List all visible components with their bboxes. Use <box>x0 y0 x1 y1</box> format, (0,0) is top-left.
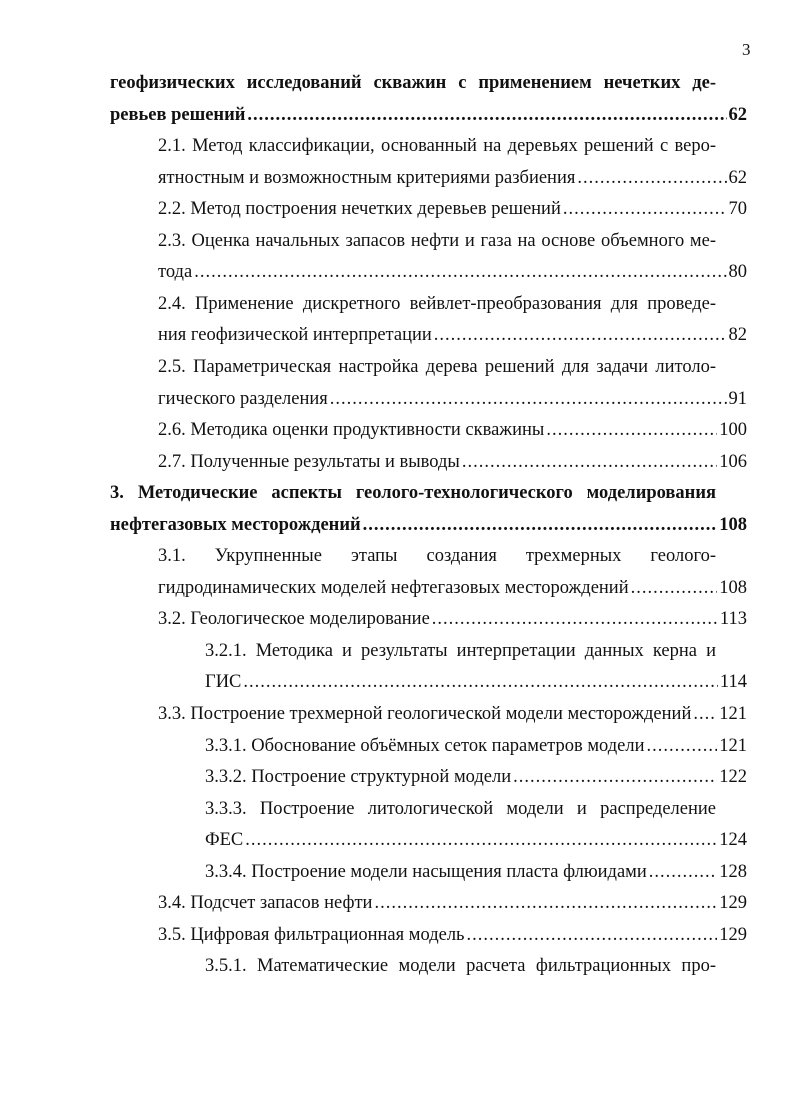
toc-entry-line-with-page: ния геофизической интерпретации 82 <box>158 320 747 352</box>
toc-entry-text: 2.5. Параметрическая настройка дерева ре… <box>158 356 716 377</box>
dot-leader <box>247 100 726 132</box>
toc-entry-text: 3.3. Построение трехмерной геологической… <box>158 704 692 724</box>
dot-leader <box>577 163 726 195</box>
toc-entry-text: 3.3.4. Построение модели насыщения пласт… <box>205 861 647 882</box>
toc-entry-text: 3.2.1. Методика и результаты интерпретац… <box>205 640 716 661</box>
toc-page-number: 106 <box>719 451 747 472</box>
dot-leader <box>243 667 718 699</box>
toc-page-number: 122 <box>719 767 747 788</box>
dot-leader <box>693 699 717 731</box>
toc-entry-text: 2.4. Применение дискретного вейвлет-прео… <box>158 293 716 314</box>
dot-leader <box>467 920 718 952</box>
toc-entry-text: ГИС <box>205 672 242 693</box>
toc-entry-text: 3. Методические аспекты геолого-технолог… <box>110 483 716 504</box>
toc-entry-line-with-page: 3.4. Подсчет запасов нефти 129 <box>158 888 747 920</box>
dot-leader <box>434 320 727 352</box>
toc-entry-text: ревьев решений <box>110 104 246 125</box>
toc-entry-text: 2.2. Метод построения нечетких деревьев … <box>158 199 561 220</box>
toc-entry-line-with-page: нефтегазовых месторождений 108 <box>110 510 747 542</box>
toc-entry-line-with-page: 3.5. Цифровая фильтрационная модель 129 <box>158 920 747 952</box>
toc-page-number: 91 <box>728 388 748 409</box>
toc-entry-text: 3.2. Геологическое моделирование <box>158 609 430 630</box>
dot-leader <box>563 194 727 226</box>
toc-entry-text: гидродинамических моделей нефтегазовых м… <box>158 577 629 598</box>
toc-page-number: 121 <box>719 704 747 724</box>
toc-entry-text: 2.7. Полученные результаты и выводы <box>158 451 460 472</box>
toc-entry-line-with-page: ревьев решений 62 <box>110 100 747 132</box>
dot-leader <box>631 573 718 605</box>
toc-entry-line-with-page: гидродинамических моделей нефтегазовых м… <box>158 573 747 605</box>
toc-entry-text: 3.1. Укрупненные этапы создания трехмерн… <box>158 546 716 567</box>
toc-entry-text: геофизических исследований скважин с при… <box>110 73 716 93</box>
toc-entry-line-with-page: ятностным и возможностным критериями раз… <box>158 163 747 195</box>
toc-entry-line-with-page: 3.3.4. Построение модели насыщения пласт… <box>205 857 747 889</box>
toc-entry-line-with-page: 3.3.1. Обоснование объёмных сеток параме… <box>205 731 747 763</box>
toc-entry-line-with-page: 2.7. Полученные результаты и выводы 106 <box>158 447 747 479</box>
toc-entry-text: нефтегазовых месторождений <box>110 514 361 535</box>
toc-page-number: 62 <box>728 104 748 125</box>
toc-page-number: 100 <box>719 420 747 441</box>
toc-page-number: 114 <box>719 672 747 693</box>
dot-leader <box>194 257 726 289</box>
toc-page-number: 108 <box>719 514 747 535</box>
toc-entry-text: 3.3.3. Построение литологической модели … <box>205 798 716 819</box>
dot-leader <box>432 604 718 636</box>
toc-entry-text: 3.5.1. Математические модели расчета фил… <box>205 956 716 977</box>
toc-page-number: 80 <box>728 262 748 283</box>
toc-entry-text: ния геофизической интерпретации <box>158 325 432 346</box>
toc-page-number: 82 <box>728 325 748 346</box>
dot-leader <box>245 825 717 857</box>
dot-leader <box>649 857 717 889</box>
toc-entry-text: 3.5. Цифровая фильтрационная модель <box>158 924 465 945</box>
toc-entry-text: 3.3.2. Построение структурной модели <box>205 767 512 788</box>
toc-entry-line-with-page: ГИС 114 <box>205 667 747 699</box>
toc-entry-line-with-page: 3.3.2. Построение структурной модели 122 <box>205 762 747 794</box>
dot-leader <box>647 731 718 763</box>
toc-page-number: 121 <box>719 735 747 756</box>
toc-entry-line-with-page: 2.6. Методика оценки продуктивности сква… <box>158 415 747 447</box>
toc-entry-text: 2.1. Метод классификации, основанный на … <box>158 136 716 157</box>
page-number: 3 <box>742 40 751 59</box>
dot-leader <box>462 447 717 479</box>
toc-page-number: 62 <box>728 167 748 188</box>
dot-leader <box>546 415 717 447</box>
toc-entry-text: тода <box>158 262 193 283</box>
dot-leader <box>330 384 727 416</box>
toc-entry-line-with-page: гического разделения 91 <box>158 384 747 416</box>
toc-entry-line-with-page: 3.2. Геологическое моделирование 113 <box>158 604 747 636</box>
toc-page-number: 108 <box>719 577 747 598</box>
toc-entry-text: 3.4. Подсчет запасов нефти <box>158 893 373 914</box>
toc-page-number: 70 <box>728 199 748 220</box>
toc-entry-text: 2.6. Методика оценки продуктивности сква… <box>158 420 545 441</box>
toc-entry-line-with-page: 2.2. Метод построения нечетких деревьев … <box>158 194 747 226</box>
dot-leader <box>374 888 717 920</box>
dot-leader <box>513 762 717 794</box>
toc-page-number: 129 <box>719 893 747 914</box>
toc-page-number: 124 <box>719 830 747 851</box>
toc-page-number: 113 <box>719 609 747 630</box>
toc-entry-text: ФЕС <box>205 830 244 851</box>
toc-entry-text: 3.3.1. Обоснование объёмных сеток параме… <box>205 735 645 756</box>
toc-entry-text: 2.3. Оценка начальных запасов нефти и га… <box>158 230 716 251</box>
toc-entry-line-with-page: тода 80 <box>158 257 747 289</box>
dot-leader <box>363 510 718 542</box>
toc-page-number: 129 <box>719 924 747 945</box>
toc-entry-line-with-page: 3.3. Построение трехмерной геологической… <box>158 699 747 731</box>
toc-entry-text: гического разделения <box>158 388 328 409</box>
toc-entry-line-with-page: ФЕС 124 <box>205 825 747 857</box>
toc-page-number: 128 <box>719 861 747 882</box>
toc-entry-text: ятностным и возможностным критериями раз… <box>158 167 576 188</box>
